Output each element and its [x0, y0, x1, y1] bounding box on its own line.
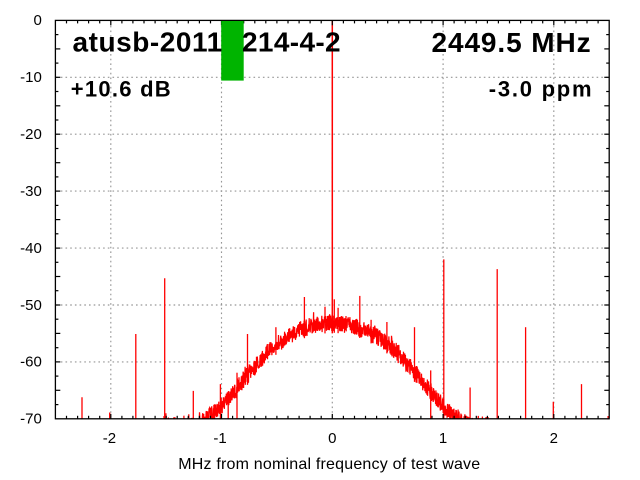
svg-text:-70: -70 [20, 411, 42, 428]
svg-text:-1: -1 [213, 430, 226, 447]
svg-text:214-4-2: 214-4-2 [242, 27, 341, 58]
svg-text:-50: -50 [20, 297, 42, 314]
svg-text:0: 0 [328, 430, 336, 447]
svg-text:0: 0 [33, 12, 41, 29]
svg-text:-2: -2 [103, 430, 116, 447]
svg-text:2: 2 [550, 430, 558, 447]
svg-text:-20: -20 [20, 126, 42, 143]
svg-text:-30: -30 [20, 183, 42, 200]
svg-text:2449.5 MHz: 2449.5 MHz [432, 27, 592, 58]
svg-text:-40: -40 [20, 240, 42, 257]
svg-text:-60: -60 [20, 354, 42, 371]
svg-text:-10: -10 [20, 69, 42, 86]
svg-text:MHz from nominal frequency of: MHz from nominal frequency of test wave [178, 456, 480, 473]
svg-text:atusb-2011: atusb-2011 [73, 27, 223, 58]
svg-text:+10.6 dB: +10.6 dB [71, 76, 172, 101]
svg-text:1: 1 [439, 430, 447, 447]
svg-text:-3.0 ppm: -3.0 ppm [489, 77, 593, 102]
